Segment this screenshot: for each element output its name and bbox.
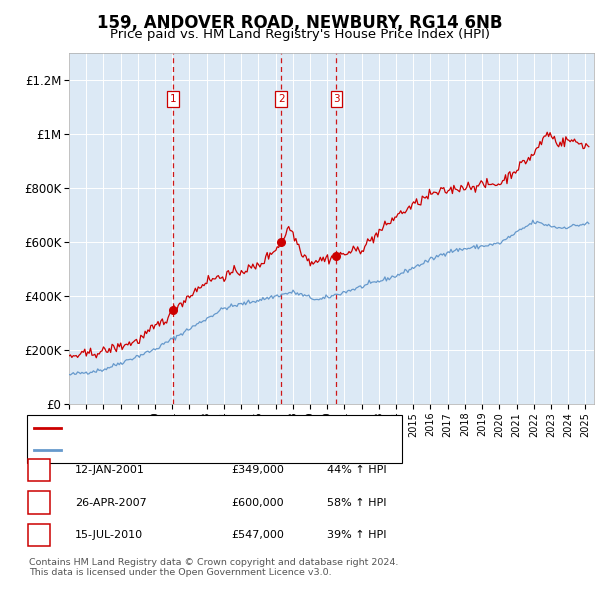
Text: £547,000: £547,000 [231,530,284,540]
Text: HPI: Average price, detached house, West Berkshire: HPI: Average price, detached house, West… [66,445,337,455]
Text: 39% ↑ HPI: 39% ↑ HPI [327,530,386,540]
Text: 159, ANDOVER ROAD, NEWBURY, RG14 6NB: 159, ANDOVER ROAD, NEWBURY, RG14 6NB [97,14,503,32]
Text: 159, ANDOVER ROAD, NEWBURY, RG14 6NB (detached house): 159, ANDOVER ROAD, NEWBURY, RG14 6NB (de… [66,423,391,433]
Text: 1: 1 [170,94,176,104]
Text: 12-JAN-2001: 12-JAN-2001 [75,466,145,475]
Text: 2: 2 [278,94,284,104]
Text: 58% ↑ HPI: 58% ↑ HPI [327,498,386,507]
Text: 2: 2 [35,496,43,509]
Text: £600,000: £600,000 [231,498,284,507]
Text: 3: 3 [35,529,43,542]
Text: 44% ↑ HPI: 44% ↑ HPI [327,466,386,475]
Text: Contains HM Land Registry data © Crown copyright and database right 2024.
This d: Contains HM Land Registry data © Crown c… [29,558,398,577]
Text: 15-JUL-2010: 15-JUL-2010 [75,530,143,540]
Text: 3: 3 [333,94,340,104]
Text: 26-APR-2007: 26-APR-2007 [75,498,147,507]
Text: 1: 1 [35,464,43,477]
Text: £349,000: £349,000 [231,466,284,475]
Text: Price paid vs. HM Land Registry's House Price Index (HPI): Price paid vs. HM Land Registry's House … [110,28,490,41]
